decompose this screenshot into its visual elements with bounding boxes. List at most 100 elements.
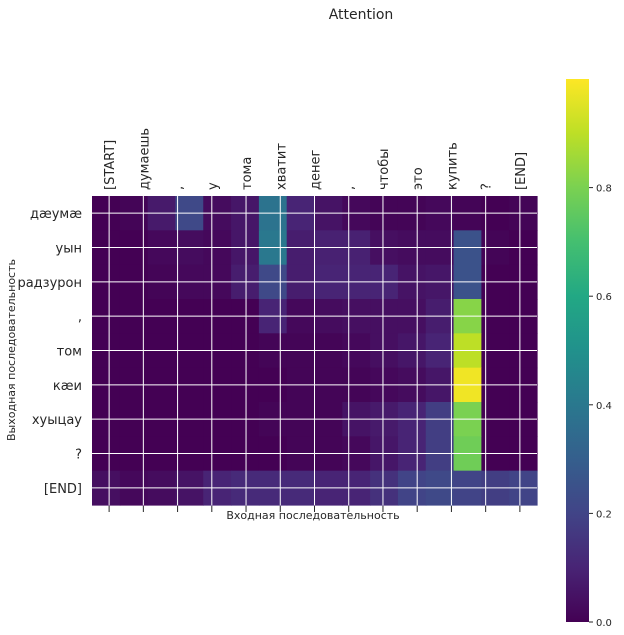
heatmap-cell (481, 453, 510, 472)
heatmap-cell (342, 299, 371, 317)
heatmap-cell (92, 281, 121, 300)
heatmap-cell (370, 316, 399, 334)
heatmap-cell (92, 487, 121, 506)
heatmap-cell (147, 264, 177, 283)
heatmap-cell (119, 350, 149, 369)
heatmap-cell (425, 299, 455, 317)
heatmap-cell (342, 419, 371, 437)
heatmap-cell (92, 470, 121, 489)
y-tick-labels: дæумæ уын радзурон, том кæи хуыцау? [END] (17, 207, 82, 497)
y-tick-label: уын (56, 242, 82, 257)
heatmap-cell (425, 213, 455, 231)
heatmap-cell (119, 247, 149, 266)
x-tick-label: [END] (514, 152, 529, 190)
heatmap-cell (175, 402, 204, 420)
colorbar-tick-label: 0.2 (596, 509, 612, 520)
heatmap-cell (92, 367, 121, 386)
heatmap-cell (119, 333, 149, 352)
heatmap-cell (314, 487, 343, 506)
heatmap-cell (314, 350, 343, 369)
heatmap-cell (92, 402, 121, 420)
heatmap-cell (92, 419, 121, 437)
heatmap-cell (314, 367, 343, 386)
heatmap-cell (509, 247, 538, 266)
heatmap-cell (258, 316, 288, 334)
heatmap-cell (203, 196, 232, 214)
heatmap-cell (397, 299, 427, 317)
heatmap-cell (453, 281, 482, 300)
heatmap-cell (203, 419, 232, 437)
heatmap-cell (509, 384, 538, 403)
heatmap-cell (203, 213, 232, 231)
heatmap-cell (258, 367, 288, 386)
heatmap-cell (175, 453, 204, 472)
heatmap-cell (286, 470, 316, 489)
heatmap-cell (286, 402, 316, 420)
x-tick-label: денег (309, 150, 324, 190)
heatmap-cell (509, 316, 538, 334)
heatmap-cell (119, 487, 149, 506)
heatmap-cell (92, 230, 121, 249)
heatmap-cell (453, 402, 482, 420)
heatmap-cell (342, 213, 371, 231)
heatmap-cell (175, 436, 204, 455)
heatmap-cell (231, 316, 260, 334)
heatmap-cell (453, 350, 482, 369)
x-tick-label: [START] (103, 140, 118, 190)
heatmap-cell (258, 470, 288, 489)
heatmap-cell (147, 196, 177, 214)
heatmap-cell (425, 367, 455, 386)
heatmap-cell (314, 316, 343, 334)
heatmap-cell (119, 453, 149, 472)
heatmap-cell (370, 247, 399, 266)
heatmap-cell (425, 470, 455, 489)
heatmap-cell (370, 487, 399, 506)
heatmap-cell (258, 402, 288, 420)
heatmap-cell (175, 367, 204, 386)
heatmap-cell (147, 230, 177, 249)
heatmap-cell (231, 453, 260, 472)
x-tick-labels: [START] думаешь, у тома хватит денег, чтобы это… (103, 128, 529, 512)
heatmap-cell (342, 196, 371, 214)
heatmap-cell (286, 436, 316, 455)
heatmap-cell (286, 350, 316, 369)
x-tick-label: у (206, 182, 221, 190)
heatmap-cell (425, 402, 455, 420)
heatmap-cell (92, 453, 121, 472)
heatmap-cell (175, 316, 204, 334)
heatmap-cell (509, 436, 538, 455)
heatmap-cell (481, 230, 510, 249)
heatmap-cell (397, 196, 427, 214)
heatmap-cell (258, 299, 288, 317)
heatmap-cell (231, 487, 260, 506)
x-tick-label: ? (480, 183, 495, 190)
heatmap-cell (509, 230, 538, 249)
heatmap-cell (231, 350, 260, 369)
heatmap-cell (231, 264, 260, 283)
x-tick-label: , (343, 186, 358, 190)
heatmap-cell (370, 264, 399, 283)
heatmap-cell (203, 264, 232, 283)
heatmap-cell (119, 281, 149, 300)
heatmap-cell (370, 213, 399, 231)
heatmap-cell (397, 230, 427, 249)
heatmap-cell (258, 436, 288, 455)
heatmap-cell (119, 230, 149, 249)
heatmap-cell (314, 384, 343, 403)
x-tick-label: это (411, 167, 426, 190)
heatmap-cell (481, 196, 510, 214)
heatmap-cell (119, 316, 149, 334)
heatmap-cell (147, 350, 177, 369)
heatmap-cell (481, 350, 510, 369)
heatmap-cell (397, 367, 427, 386)
heatmap-cell (119, 264, 149, 283)
heatmap-cell (397, 384, 427, 403)
heatmap-cell (175, 350, 204, 369)
x-tick-label: чтобы (377, 149, 392, 191)
heatmap-cell (314, 299, 343, 317)
heatmap-cell (453, 213, 482, 231)
heatmap-cell (231, 402, 260, 420)
heatmap-cell (397, 281, 427, 300)
heatmap-cell (370, 230, 399, 249)
heatmap-cell (175, 196, 204, 214)
